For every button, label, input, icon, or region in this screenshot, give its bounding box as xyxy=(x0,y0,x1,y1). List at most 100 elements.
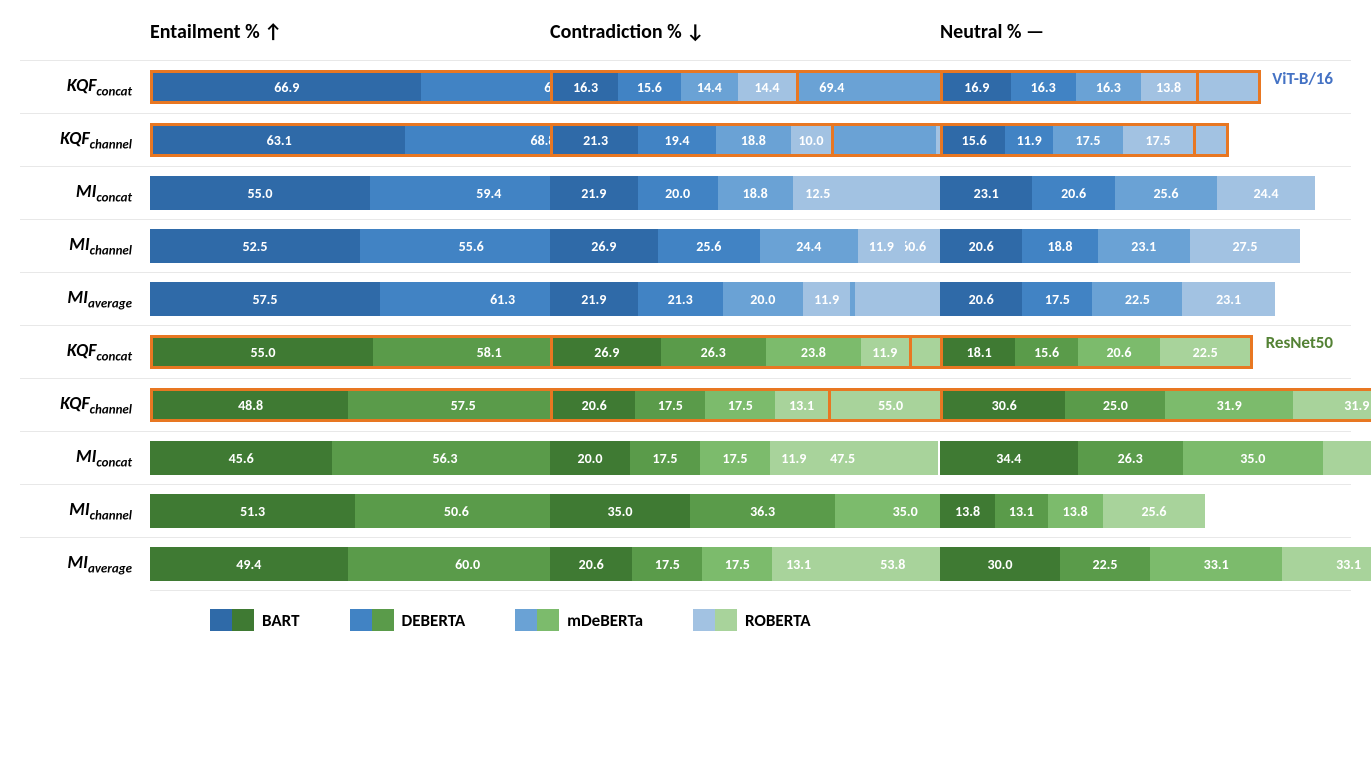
legend-label: mDeBERTa xyxy=(567,610,643,631)
row-label: KQFconcat xyxy=(20,339,150,365)
bar-segment: 13.8 xyxy=(1141,73,1196,101)
bar-segment: 19.4 xyxy=(638,126,716,154)
bar-segment: 20.6 xyxy=(1032,176,1114,210)
chart-row-4: MIaverage57.561.357.565.021.921.320.011.… xyxy=(20,272,1351,325)
legend-swatch-blue xyxy=(515,609,537,631)
bar-segment: 15.6 xyxy=(1015,338,1077,366)
bar-segment: 31.9 xyxy=(1293,391,1371,419)
chart-rows: KQFconcat66.968.169.471.916.315.614.414.… xyxy=(20,60,1351,590)
row-label: MIconcat xyxy=(20,180,150,206)
chart-container: Entailment % ↑Contradiction % ↓Neutral %… xyxy=(20,20,1351,631)
row-label: KQFchannel xyxy=(20,127,150,153)
bar-group-1: 20.017.517.511.9 xyxy=(550,441,818,475)
legend-item-1: DEBERTA xyxy=(350,609,466,631)
bar-segment: 21.9 xyxy=(550,282,638,316)
row-bars: 51.350.651.362.535.036.335.011.913.813.1… xyxy=(150,494,1351,528)
bar-segment: 17.5 xyxy=(1123,126,1193,154)
bar-segment: 51.3 xyxy=(150,494,355,528)
bar-group-2: 13.813.113.825.6 xyxy=(940,494,1205,528)
bar-group-2: 30.625.031.931.9 xyxy=(940,388,1371,422)
bar-group-1: 21.920.018.812.5 xyxy=(550,176,843,210)
bar-segment: 11.9 xyxy=(861,338,909,366)
legend-swatch-pair xyxy=(693,609,737,631)
chart-row-8: MIchannel51.350.651.362.535.036.335.011.… xyxy=(20,484,1351,537)
bar-group-1: 26.926.323.811.9 xyxy=(550,335,912,369)
bar-segment: 11.9 xyxy=(858,229,906,263)
bar-segment: 36.3 xyxy=(690,494,835,528)
bar-group-2: 20.618.823.127.5 xyxy=(940,229,1300,263)
bar-segment: 33.1 xyxy=(1282,547,1371,581)
bar-group-2: 20.617.522.523.1 xyxy=(940,282,1275,316)
bar-segment: 25.0 xyxy=(1065,391,1165,419)
bar-segment: 18.8 xyxy=(1022,229,1097,263)
side-label-1: ResNet50 xyxy=(1266,332,1333,353)
bar-group-2: 30.022.533.133.1 xyxy=(940,547,1371,581)
legend-item-0: BART xyxy=(210,609,300,631)
bar-segment: 25.6 xyxy=(1103,494,1205,528)
bar-segment: 20.6 xyxy=(940,229,1022,263)
bar-group-2: 23.120.625.624.4 xyxy=(940,176,1315,210)
bar-segment: 25.6 xyxy=(1115,176,1217,210)
bar-segment: 16.3 xyxy=(553,73,618,101)
bar-segment: 21.3 xyxy=(638,282,723,316)
chart-row-0: KQFconcat66.968.169.471.916.315.614.414.… xyxy=(20,60,1351,113)
legend-label: BART xyxy=(262,610,300,631)
bar-segment: 17.5 xyxy=(1022,282,1092,316)
legend-swatch-pair xyxy=(210,609,254,631)
bar-segment: 26.9 xyxy=(550,229,658,263)
legend-swatch-green xyxy=(232,609,254,631)
bar-segment: 16.3 xyxy=(1011,73,1076,101)
row-bars: 66.968.169.471.916.315.614.414.416.916.3… xyxy=(150,70,1351,104)
bar-segment: 17.5 xyxy=(632,547,702,581)
bar-group-1: 20.617.517.513.1 xyxy=(550,547,825,581)
legend-swatch-blue xyxy=(693,609,715,631)
bar-group-0: 45.656.347.547.5 xyxy=(150,441,938,475)
bar-segment: 22.5 xyxy=(1160,338,1250,366)
bar-segment: 17.5 xyxy=(702,547,772,581)
bar-segment: 16.3 xyxy=(1076,73,1141,101)
bar-segment: 14.4 xyxy=(738,73,796,101)
bar-segment: 18.8 xyxy=(718,176,793,210)
bar-segment: 17.5 xyxy=(1053,126,1123,154)
bar-segment: 45.6 xyxy=(150,441,332,475)
row-bars: 52.555.652.560.626.925.624.411.920.618.8… xyxy=(150,229,1351,263)
bar-segment: 20.6 xyxy=(550,547,632,581)
side-label-0: ViT-B/16 xyxy=(1272,68,1333,89)
column-header-2: Neutral % — xyxy=(940,20,1044,44)
bar-segment: 13.8 xyxy=(940,494,995,528)
chart-row-7: MIconcat45.656.347.547.520.017.517.511.9… xyxy=(20,431,1351,484)
legend: BART DEBERTA mDeBERTa ROBERTA xyxy=(210,609,1351,631)
row-bars: 55.058.155.665.626.926.323.811.918.115.6… xyxy=(150,335,1351,369)
bar-segment: 22.5 xyxy=(1060,547,1150,581)
bar-segment: 11.9 xyxy=(803,282,851,316)
bar-segment: 23.1 xyxy=(1098,229,1190,263)
bar-segment: 35.0 xyxy=(1183,441,1323,475)
bar-segment: 15.6 xyxy=(618,73,680,101)
row-label: MIaverage xyxy=(20,551,150,577)
bar-segment: 24.4 xyxy=(760,229,858,263)
bar-segment: 57.5 xyxy=(348,391,578,419)
bar-segment: 17.5 xyxy=(700,441,770,475)
bar-segment: 55.0 xyxy=(150,176,370,210)
column-header-0: Entailment % ↑ xyxy=(150,20,282,44)
legend-swatch-blue xyxy=(350,609,372,631)
bar-segment: 20.0 xyxy=(550,441,630,475)
chart-row-6: KQFchannel48.857.550.655.020.617.517.513… xyxy=(20,378,1351,431)
bar-segment: 24.4 xyxy=(1217,176,1315,210)
bar-segment: 17.5 xyxy=(705,391,775,419)
bar-segment: 26.3 xyxy=(1078,441,1183,475)
row-bars: 45.656.347.547.520.017.517.511.934.426.3… xyxy=(150,441,1351,475)
legend-item-3: ROBERTA xyxy=(693,609,811,631)
chart-row-1: KQFchannel63.168.863.872.521.319.418.810… xyxy=(20,113,1351,166)
bar-segment: 34.4 xyxy=(940,441,1078,475)
bar-segment: 56.3 xyxy=(332,441,557,475)
bar-segment: 26.3 xyxy=(661,338,766,366)
bar-segment: 30.0 xyxy=(940,547,1060,581)
bar-segment: 15.6 xyxy=(943,126,1005,154)
bar-segment: 20.6 xyxy=(940,282,1022,316)
bar-group-1: 21.921.320.011.9 xyxy=(550,282,850,316)
bar-group-1: 16.315.614.414.4 xyxy=(550,70,799,104)
bar-group-1: 21.319.418.810.0 xyxy=(550,123,834,157)
bar-segment: 57.5 xyxy=(150,282,380,316)
bar-segment: 26.9 xyxy=(553,338,661,366)
